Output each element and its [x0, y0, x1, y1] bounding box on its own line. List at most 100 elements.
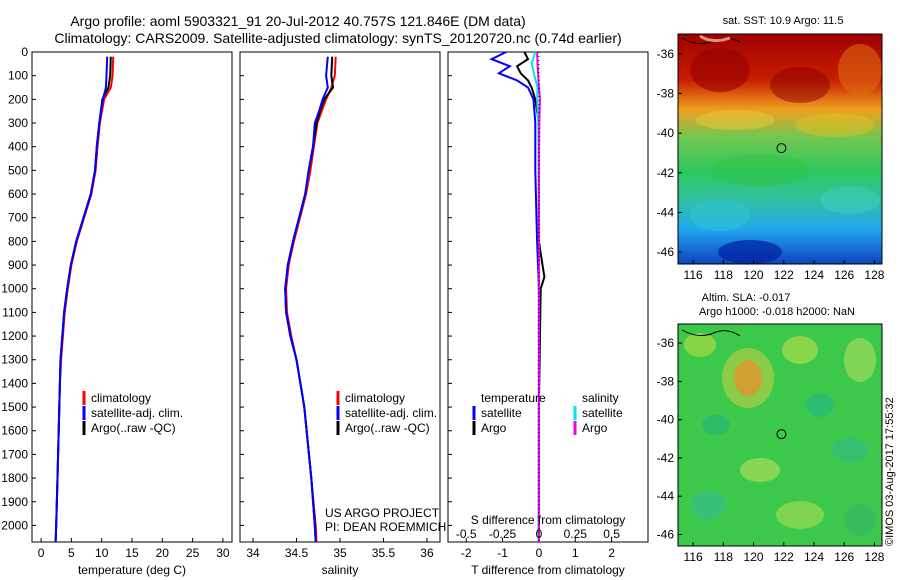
map-x-tick-label: 122	[774, 268, 794, 282]
legend-s-argo: Argo	[582, 421, 608, 435]
x-tick-label: 10	[95, 546, 109, 560]
salinity-chart: 34 34.5 35 35.5 36 salinity	[246, 56, 434, 577]
map-x-tick-label: 122	[774, 550, 794, 564]
dip	[806, 393, 834, 417]
sst-frame	[677, 33, 883, 265]
temperature-chart: 0 5 10 15 20 25 30 temperature (deg C)	[38, 56, 230, 577]
x-tick-label: 25	[186, 546, 200, 560]
map-x-tick-label: 126	[834, 268, 854, 282]
credit-text: ©IMOS 03-Aug-2017 17:55:32	[884, 397, 896, 546]
x-tick-label: 20	[156, 546, 170, 560]
legend-salinity-header: salinity	[582, 391, 619, 405]
depth-tick-label: 1300	[1, 353, 28, 367]
difference-chart: -2 -1 0 1 2 T difference from climatology	[461, 51, 625, 577]
map-y-tick-label: -38	[657, 374, 675, 388]
legend-s-satellite: satellite	[582, 406, 623, 420]
dip	[844, 504, 876, 536]
map-y-tick-label: -42	[657, 451, 675, 465]
map-x-tick-label: 120	[744, 268, 764, 282]
depth-tick-label: 700	[8, 211, 28, 225]
depth-tick-label: 1900	[1, 495, 28, 509]
sla-map	[677, 323, 883, 547]
s-tick-label: -0.5	[456, 527, 477, 541]
legend-climatology: climatology	[345, 391, 405, 405]
x-tick-label: -2	[461, 546, 472, 560]
dip	[832, 438, 868, 462]
s-difference-ticks: -0.5 -0.25 0 0.25 0.5	[456, 527, 620, 541]
argo-float-marker	[776, 143, 787, 154]
map-y-tick-label: -40	[657, 126, 675, 140]
x-tick-label: 36	[420, 546, 434, 560]
depth-tick-label: 1200	[1, 329, 28, 343]
depth-tick-label: 1500	[1, 400, 28, 414]
bump	[740, 458, 780, 482]
cold-blob	[718, 240, 782, 264]
map-x-tick-label: 126	[834, 550, 854, 564]
x-tick-label: 34.5	[285, 546, 309, 560]
sla-map-title2: Argo h1000: -0.018 h2000: NaN	[699, 306, 855, 318]
warm-blob	[838, 44, 882, 96]
depth-tick-label: 1700	[1, 447, 28, 461]
map-y-tick-label: -36	[657, 336, 675, 350]
legend-t-satellite: satellite	[481, 406, 522, 420]
x-axis-label: salinity	[322, 563, 359, 577]
depth-tick-label: 1800	[1, 471, 28, 485]
x-tick-label: 35	[333, 546, 347, 560]
sst-map-title: sat. SST: 10.9 Argo: 11.5	[723, 15, 844, 27]
series-line-satellite	[54, 56, 109, 543]
map-x-tick-label: 120	[744, 550, 764, 564]
legend-argo: Argo(..raw -QC)	[91, 421, 176, 435]
bump	[782, 336, 818, 364]
depth-tick-label: 400	[8, 140, 28, 154]
cool-blob	[820, 186, 880, 214]
salinity-legend: climatology satellite-adj. clim. Argo(..…	[336, 391, 437, 435]
cool-blob	[690, 199, 750, 231]
sst-texture	[690, 44, 882, 264]
x-tick-label: 30	[216, 546, 230, 560]
front-blob	[795, 113, 875, 137]
legend-climatology: climatology	[91, 391, 151, 405]
map-x-tick-label: 124	[804, 550, 824, 564]
legend-satellite: satellite-adj. clim.	[91, 406, 183, 420]
front-blob	[695, 110, 775, 130]
sla-axes: 116 118 120 122 124 126 128 -36 -38 -40 -42 -44 -46	[657, 336, 885, 564]
s-tick-label: 0	[536, 527, 543, 541]
high-anomaly-halo	[722, 348, 774, 408]
depth-tick-label: 1400	[1, 376, 28, 390]
depth-tick-label: 200	[8, 92, 28, 106]
pi-annotation: PI: DEAN ROEMMICH	[325, 520, 446, 534]
depth-tick-label: 0	[21, 45, 28, 59]
warm-blob	[770, 67, 830, 103]
map-y-tick-label: -42	[657, 166, 675, 180]
x-tick-label: 35.5	[372, 546, 396, 560]
series-line-satellite	[284, 56, 329, 543]
dip	[690, 491, 726, 519]
temperature-panel	[31, 51, 233, 543]
sla-texture	[684, 333, 876, 536]
map-y-tick-label: -36	[657, 47, 675, 61]
title-line1: Argo profile: aoml 5903321_91 20-Jul-201…	[70, 13, 525, 29]
depth-tick-label: 500	[8, 163, 28, 177]
x-tick-label: -1	[497, 546, 508, 560]
difference-panel	[447, 51, 649, 543]
map-y-tick-label: -46	[657, 245, 675, 259]
map-y-tick-label: -38	[657, 86, 675, 100]
dip	[702, 415, 730, 435]
legend-t-argo: Argo	[481, 421, 507, 435]
s-tick-label: 0.5	[603, 527, 620, 541]
map-x-tick-label: 116	[684, 268, 703, 282]
sst-axes: 116 118 120 122 124 126 128 -36 -38 -40 -42 -44 -46	[657, 47, 885, 282]
depth-tick-label: 1100	[2, 305, 28, 319]
x-axis-label: T difference from climatology	[471, 563, 625, 577]
argo-float-marker	[776, 429, 787, 440]
map-x-tick-label: 128	[864, 550, 884, 564]
project-annotation: US ARGO PROJECT	[325, 506, 440, 520]
x-tick-label: 0	[38, 546, 45, 560]
map-x-tick-label: 116	[684, 550, 703, 564]
coast-edge	[699, 34, 731, 43]
x-tick-label: 2	[608, 546, 615, 560]
x-axis-label: temperature (deg C)	[78, 563, 186, 577]
s-difference-label: S difference from climatology	[471, 513, 626, 527]
bump	[776, 501, 824, 529]
